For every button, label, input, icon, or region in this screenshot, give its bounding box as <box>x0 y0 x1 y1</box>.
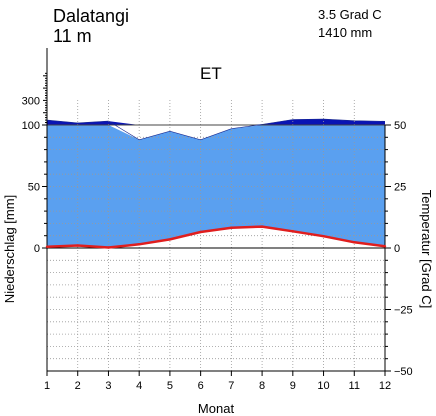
temperature-point <box>353 241 356 244</box>
temperature-point <box>383 245 387 248</box>
temperature-point <box>199 230 202 234</box>
temperature-point <box>260 225 264 228</box>
temperature-point <box>137 243 141 246</box>
x-tick-label: 11 <box>349 380 360 392</box>
temperature-point <box>322 234 325 238</box>
temperature-line <box>46 225 386 249</box>
x-tick-label: 1 <box>44 380 50 392</box>
right-tick-label: 0 <box>394 243 400 255</box>
x-tick-label: 8 <box>259 380 265 392</box>
x-tick-label: 12 <box>379 380 391 392</box>
station-name: Dalatangi <box>53 6 129 26</box>
station-elevation: 11 m <box>53 26 92 46</box>
x-tick-label: 6 <box>198 380 204 392</box>
temperature-point <box>76 244 79 247</box>
temperature-point <box>291 230 295 233</box>
x-tick-label: 7 <box>228 380 234 392</box>
left-tick-label: 300 <box>22 95 40 107</box>
x-tick-label: 2 <box>75 380 81 392</box>
left-tick-label: 0 <box>34 243 40 255</box>
right-axis-label: Temperatur [Grad C] <box>419 190 434 309</box>
x-tick-label: 10 <box>317 380 329 392</box>
excess-precipitation-area <box>47 119 385 125</box>
x-tick-label: 5 <box>167 380 173 392</box>
x-axis-label: Monat <box>198 401 235 416</box>
x-tick-label: 9 <box>290 380 296 392</box>
right-tick-label: 25 <box>394 182 406 194</box>
x-tick-label: 4 <box>136 380 142 392</box>
x-tick-label: 3 <box>105 380 111 392</box>
right-tick-label: 50 <box>394 120 406 132</box>
annual-precipitation: 1410 mm <box>318 25 372 40</box>
temperature-point <box>168 238 172 241</box>
left-axis-label: Niederschlag [mm] <box>2 195 17 303</box>
right-tick-label: −25 <box>394 305 413 317</box>
temperature-point <box>45 245 49 248</box>
right-tick-label: −50 <box>394 366 413 378</box>
precipitation-line <box>46 118 386 141</box>
annual-mean-temperature: 3.5 Grad C <box>318 7 382 22</box>
climate-class: ET <box>200 64 222 83</box>
temperature-point <box>107 246 110 249</box>
left-tick-label: 100 <box>22 120 40 132</box>
left-tick-label: 50 <box>28 182 40 194</box>
temperature-point <box>230 226 233 230</box>
